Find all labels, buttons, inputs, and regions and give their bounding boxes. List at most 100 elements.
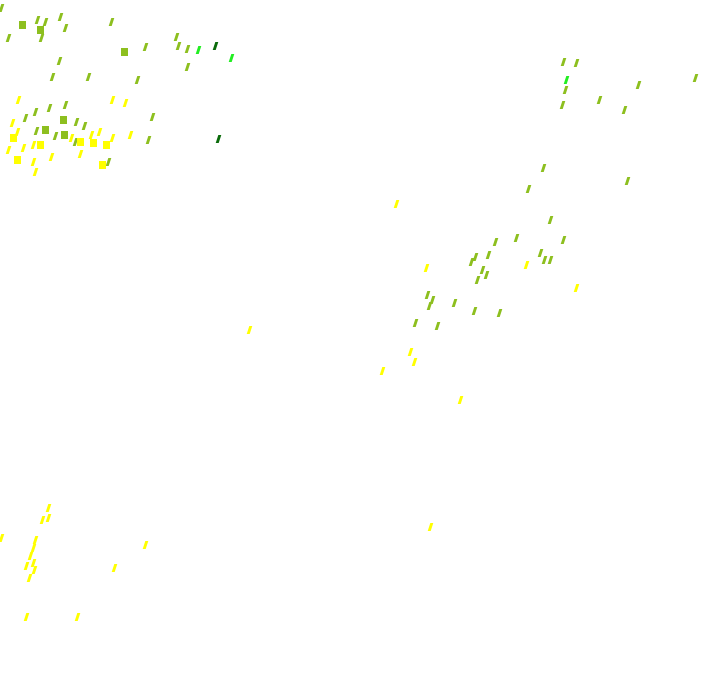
map-feature-olive xyxy=(513,234,520,242)
map-feature-dark-green xyxy=(215,135,222,143)
map-feature-yellow xyxy=(10,134,17,142)
map-feature-bright-green xyxy=(563,76,570,84)
map-feature-yellow xyxy=(30,158,37,166)
map-feature-yellow xyxy=(122,99,129,107)
map-feature-olive xyxy=(540,164,547,172)
map-feature-olive xyxy=(621,106,628,114)
map-feature-olive xyxy=(62,24,69,32)
map-feature-yellow xyxy=(30,141,37,149)
map-feature-yellow xyxy=(48,153,55,161)
map-feature-olive xyxy=(46,104,53,112)
map-feature-yellow xyxy=(32,536,39,544)
map-feature-yellow xyxy=(109,134,116,142)
map-feature-olive xyxy=(62,101,69,109)
map-feature-olive xyxy=(22,114,29,122)
map-feature-olive xyxy=(34,16,41,24)
map-feature-olive xyxy=(5,34,12,42)
map-feature-yellow xyxy=(246,326,253,334)
map-feature-yellow xyxy=(457,396,464,404)
map-feature-yellow xyxy=(99,161,106,169)
map-feature-olive xyxy=(483,271,490,279)
map-feature-olive xyxy=(471,307,478,315)
map-feature-olive xyxy=(624,177,631,185)
map-feature-olive xyxy=(692,74,699,82)
map-feature-olive xyxy=(38,34,45,42)
map-feature-yellow xyxy=(379,367,386,375)
map-feature-yellow xyxy=(23,562,30,570)
map-feature-olive xyxy=(49,73,56,81)
map-feature-yellow xyxy=(45,514,52,522)
map-feature-olive xyxy=(37,26,44,34)
map-feature-yellow xyxy=(88,131,95,139)
map-feature-olive xyxy=(573,59,580,67)
map-feature-yellow xyxy=(45,504,52,512)
map-feature-yellow xyxy=(523,261,530,269)
map-feature-olive xyxy=(434,322,441,330)
map-feature-olive xyxy=(547,256,554,264)
map-feature-olive xyxy=(474,276,481,284)
map-feature-olive xyxy=(33,127,40,135)
map-feature-olive xyxy=(108,18,115,26)
map-feature-olive xyxy=(560,236,567,244)
map-feature-olive xyxy=(81,122,88,130)
map-feature-yellow xyxy=(74,613,81,621)
map-feature-yellow xyxy=(37,141,44,149)
map-feature-yellow xyxy=(20,144,27,152)
map-feature-yellow xyxy=(111,564,118,572)
map-feature-yellow xyxy=(77,138,84,146)
map-feature-olive xyxy=(149,113,156,121)
map-feature-olive xyxy=(560,58,567,66)
map-feature-bright-green xyxy=(228,54,235,62)
map-feature-olive xyxy=(635,81,642,89)
map-feature-yellow xyxy=(77,150,84,158)
map-feature-olive xyxy=(424,291,431,299)
map-feature-olive xyxy=(184,45,191,53)
map-feature-yellow xyxy=(5,146,12,154)
map-feature-olive xyxy=(134,76,141,84)
map-feature-olive xyxy=(468,258,475,266)
map-feature-olive xyxy=(537,249,544,257)
map-feature-olive xyxy=(42,18,49,26)
map-feature-yellow xyxy=(32,168,39,176)
map-feature-olive xyxy=(426,302,433,310)
map-feature-olive xyxy=(485,251,492,259)
map-feature-yellow xyxy=(14,156,21,164)
map-feature-yellow xyxy=(411,358,418,366)
map-feature-yellow xyxy=(407,348,414,356)
map-feature-yellow xyxy=(127,131,134,139)
map-feature-olive xyxy=(73,118,80,126)
map-feature-yellow xyxy=(39,516,46,524)
map-feature-yellow xyxy=(142,541,149,549)
map-feature-olive xyxy=(492,238,499,246)
map-feature-olive xyxy=(42,126,49,134)
map-feature-olive xyxy=(547,216,554,224)
map-feature-olive xyxy=(559,101,566,109)
map-feature-yellow xyxy=(0,534,5,542)
map-feature-olive xyxy=(121,48,128,56)
map-feature-yellow xyxy=(23,613,30,621)
map-feature-olive xyxy=(145,136,152,144)
map-feature-yellow xyxy=(423,264,430,272)
map-feature-yellow xyxy=(393,200,400,208)
map-feature-olive xyxy=(173,33,180,41)
map-feature-dark-green xyxy=(212,42,219,50)
map-feature-olive xyxy=(19,21,26,29)
map-feature-olive xyxy=(412,319,419,327)
map-feature-yellow xyxy=(109,96,116,104)
map-feature-yellow xyxy=(427,523,434,531)
map-feature-olive xyxy=(184,63,191,71)
map-feature-yellow xyxy=(31,566,38,574)
map-feature-olive xyxy=(541,256,548,264)
map-feature-olive xyxy=(525,185,532,193)
map-feature-olive xyxy=(0,4,5,12)
map-feature-olive xyxy=(105,158,112,166)
map-feature-yellow xyxy=(103,141,110,149)
map-feature-olive xyxy=(85,73,92,81)
map-feature-bright-green xyxy=(195,46,202,54)
map-feature-yellow xyxy=(96,128,103,136)
map-feature-yellow xyxy=(573,284,580,292)
map-feature-yellow xyxy=(15,96,22,104)
map-feature-olive xyxy=(57,13,64,21)
map-feature-yellow xyxy=(90,139,97,147)
